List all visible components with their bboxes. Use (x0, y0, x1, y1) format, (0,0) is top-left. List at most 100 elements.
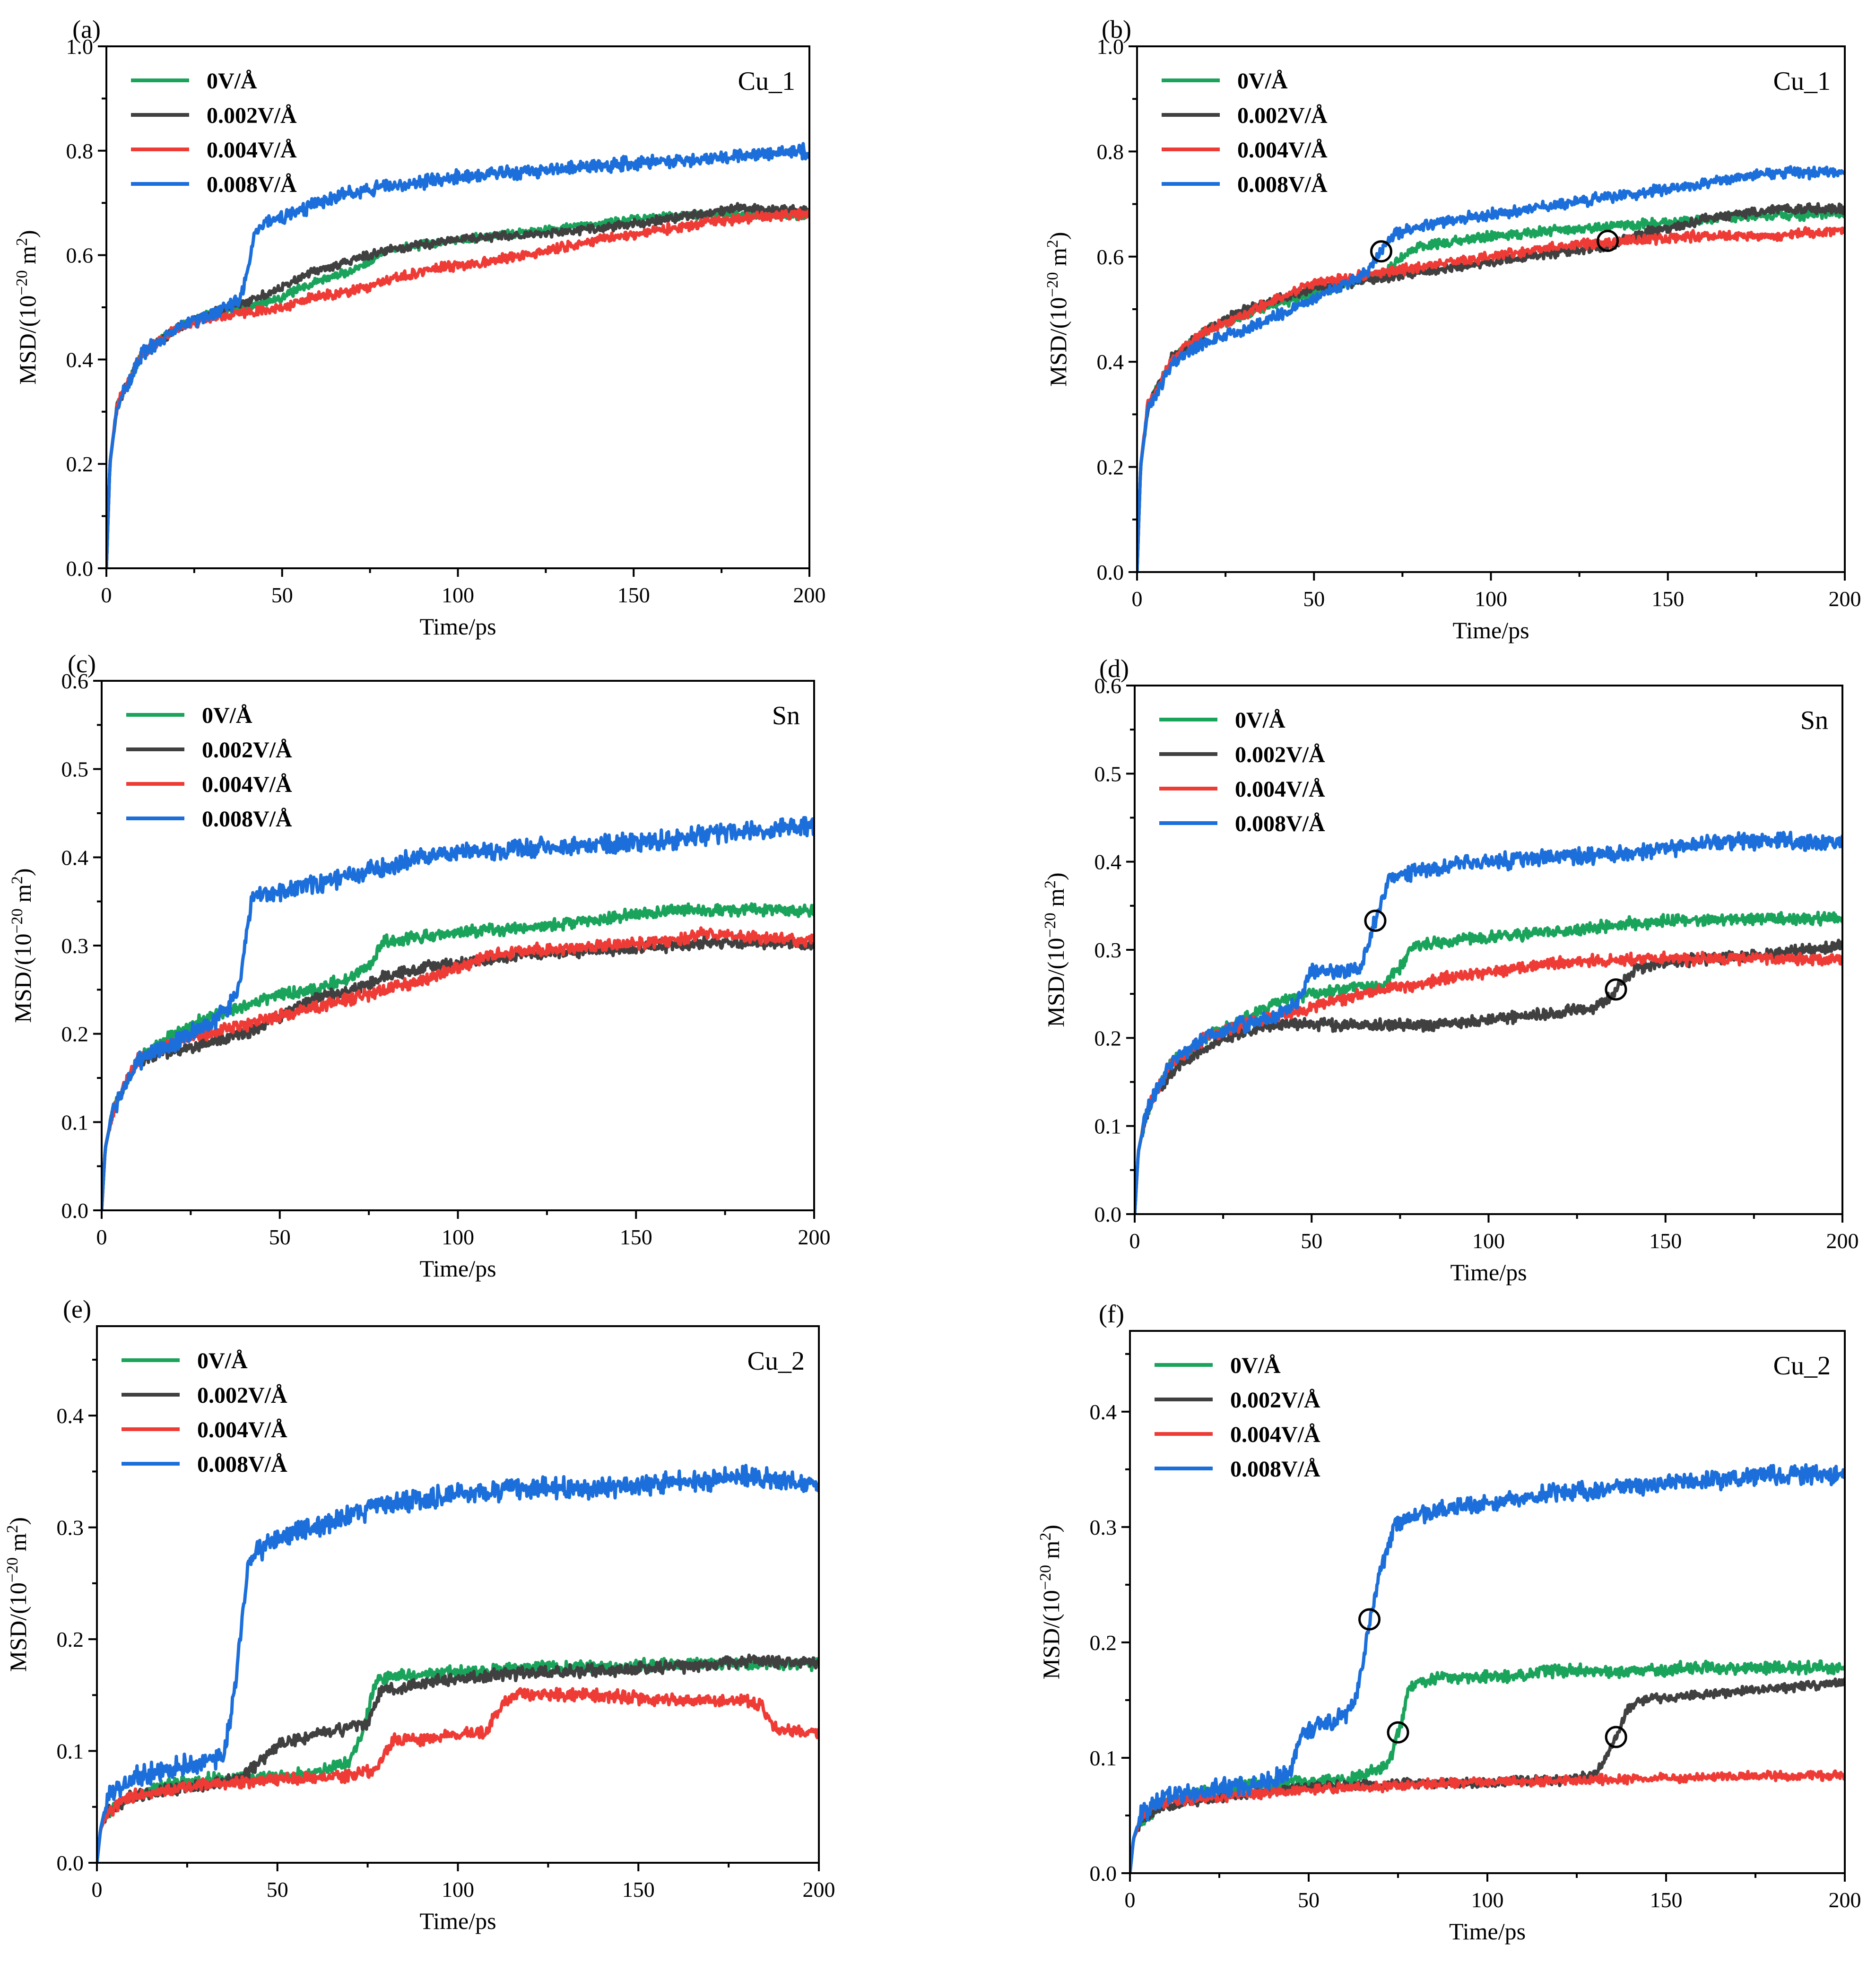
element-label: Sn (1800, 706, 1828, 735)
series-line-0.002V/Å (1137, 202, 1845, 572)
legend-label: 0.004V/Å (1237, 138, 1328, 163)
x-tick-label: 100 (442, 583, 474, 607)
x-tick-label: 150 (622, 1877, 655, 1902)
x-tick-label: 200 (1829, 1888, 1861, 1912)
y-tick-label: 0.8 (1097, 139, 1124, 164)
y-tick-label: 0.3 (61, 934, 89, 958)
series-line-0.004V/Å (106, 208, 809, 568)
series-line-0.002V/Å (1135, 938, 1842, 1214)
y-axis-label-part: m (14, 246, 41, 270)
y-axis-label-part: MSD/(10 (1042, 938, 1069, 1027)
y-axis-label-part: −20 (1044, 272, 1061, 297)
y-tick-label: 0.0 (66, 556, 94, 581)
panel-label: (d) (1099, 654, 1129, 683)
element-label: Cu_1 (738, 67, 795, 96)
y-tick-label: 0.2 (57, 1627, 84, 1651)
series-line-0.004V/Å (1135, 950, 1842, 1214)
x-axis-label: Time/ps (1449, 1918, 1526, 1945)
y-tick-label: 0.6 (66, 243, 94, 268)
element-label: Sn (772, 701, 800, 730)
y-tick-label: 0.1 (57, 1739, 84, 1763)
legend-label: 0.004V/Å (197, 1417, 287, 1442)
y-tick-label: 1.0 (1097, 35, 1124, 59)
y-tick-label: 0.6 (61, 669, 89, 693)
series-line-0.004V/Å (102, 926, 814, 1210)
panel-label: (a) (72, 15, 101, 43)
legend-label: 0.004V/Å (1235, 777, 1325, 802)
y-tick-label: 0.5 (61, 757, 89, 782)
y-axis-label: MSD/(10−20 m2) (4, 1517, 32, 1672)
y-axis-label-part: ) (1038, 1525, 1064, 1533)
y-axis-label-part: 2 (1042, 880, 1059, 888)
x-tick-label: 200 (798, 1225, 831, 1249)
y-axis-label: MSD/(10−20 m2) (1044, 232, 1072, 386)
y-tick-label: 0.2 (61, 1022, 89, 1046)
y-tick-label: 0.0 (1094, 1202, 1122, 1226)
series-line-0.008V/Å (1135, 831, 1842, 1214)
y-axis-label-part: MSD/(10 (5, 1582, 31, 1672)
legend-label: 0.008V/Å (197, 1452, 287, 1477)
transition-marker-2 (1387, 1721, 1409, 1744)
y-axis-label-part: m (9, 884, 36, 909)
x-axis-label: Time/ps (419, 613, 496, 640)
y-axis-label-part: MSD/(10 (1045, 297, 1071, 387)
y-tick-label: 0.4 (57, 1404, 84, 1428)
x-axis-label: Time/ps (419, 1908, 496, 1934)
y-tick-label: 0.2 (1090, 1631, 1117, 1655)
legend: 0V/Å 0.002V/Å 0.004V/Å 0.008V/Å (122, 1348, 287, 1477)
y-tick-label: 1.0 (66, 35, 94, 59)
y-tick-label: 0.4 (1094, 850, 1122, 874)
y-axis-label-part: MSD/(10 (9, 934, 36, 1023)
element-label: Cu_2 (747, 1346, 805, 1376)
x-tick-label: 150 (617, 583, 650, 607)
transition-marker-2 (1605, 978, 1627, 1001)
legend-label: 0.004V/Å (207, 138, 297, 163)
y-tick-label: 0.0 (1090, 1861, 1117, 1885)
y-axis-label-part: ) (14, 230, 41, 238)
x-tick-label: 100 (1475, 587, 1507, 611)
x-tick-label: 100 (1472, 1229, 1505, 1253)
x-tick-label: 200 (803, 1877, 835, 1902)
series-line-0.002V/Å (1130, 1677, 1845, 1873)
legend: 0V/Å 0.002V/Å 0.004V/Å 0.008V/Å (126, 703, 292, 832)
x-tick-label: 200 (793, 583, 826, 607)
y-axis-label: MSD/(10−20 m2) (13, 230, 41, 384)
legend-label: 0.008V/Å (1235, 811, 1325, 836)
series-line-0.008V/Å (102, 816, 814, 1210)
y-tick-label: 0.4 (1097, 350, 1124, 374)
element-label: Cu_1 (1773, 67, 1831, 96)
x-tick-label: 0 (1129, 1229, 1140, 1253)
y-axis-label-part: 2 (9, 876, 26, 884)
legend-label: 0V/Å (1230, 1353, 1281, 1378)
y-axis-label-part: ) (5, 1517, 31, 1525)
y-tick-label: 0.6 (1097, 245, 1124, 269)
legend: 0V/Å 0.002V/Å 0.004V/Å 0.008V/Å (1159, 708, 1325, 836)
y-tick-label: 0.4 (1090, 1400, 1117, 1424)
legend-label: 0.008V/Å (207, 172, 297, 197)
series-line-0.008V/Å (106, 142, 809, 568)
x-tick-label: 50 (1298, 1888, 1320, 1912)
legend-label: 0.008V/Å (202, 807, 292, 832)
y-axis-label-part: ) (9, 868, 36, 876)
transition-marker-2 (1597, 229, 1619, 252)
y-tick-label: 0.6 (1094, 674, 1122, 698)
y-tick-label: 0.2 (66, 452, 94, 476)
element-label: Cu_2 (1773, 1351, 1831, 1381)
x-tick-label: 0 (1132, 587, 1143, 611)
transition-marker-3 (1605, 1726, 1627, 1748)
series-line-0.002V/Å (106, 202, 809, 568)
y-axis-label-part: −20 (13, 270, 31, 295)
y-tick-label: 0.3 (57, 1516, 84, 1540)
y-tick-label: 0.5 (1094, 762, 1122, 786)
legend-label: 0.002V/Å (1230, 1388, 1320, 1413)
y-axis-label: MSD/(10−20 m2) (1037, 1525, 1065, 1679)
y-tick-label: 0.3 (1090, 1515, 1117, 1539)
legend-label: 0.008V/Å (1237, 172, 1328, 197)
x-tick-label: 200 (1826, 1229, 1859, 1253)
panel-label: (f) (1099, 1300, 1124, 1328)
y-tick-label: 0.0 (61, 1199, 89, 1223)
y-axis-label-part: m (5, 1533, 31, 1557)
y-tick-label: 0.3 (1094, 938, 1122, 962)
chart-panel-b: 0 50 100 150 200 0.0 0.2 0.4 0.6 0.8 1.0 Time/ps MSD… (1044, 15, 1861, 643)
legend-label: 0.002V/Å (1237, 103, 1328, 128)
